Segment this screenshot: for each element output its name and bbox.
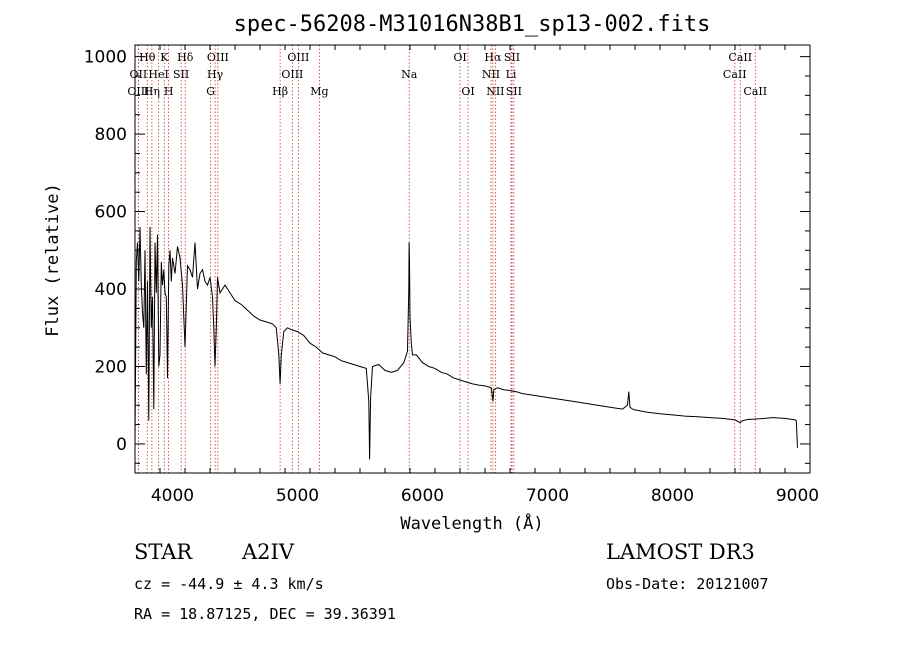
plot-axes: 4000 5000 6000 7000 8000 9000 0 200 400 600 800 100… <box>84 44 819 506</box>
marker-label-24: SII <box>506 85 522 98</box>
marker-label-11: G <box>206 85 215 98</box>
x-axis-label: Wavelength (Å) <box>400 512 543 534</box>
x-tick-label-6000: 6000 <box>401 486 444 506</box>
x-tick-label-4000: 4000 <box>151 486 194 506</box>
marker-label-5: Hη <box>144 85 160 98</box>
marker-label-27: CaII <box>743 85 767 98</box>
marker-label-19: Hα <box>484 51 502 64</box>
x-tick-label-5000: 5000 <box>276 486 319 506</box>
marker-label-6: Hδ <box>177 51 194 64</box>
marker-label-21: NII <box>482 68 500 81</box>
y-tick-label-200: 200 <box>95 357 127 377</box>
y-tick-label-1000: 1000 <box>84 48 127 68</box>
marker-label-7: SII <box>173 68 189 81</box>
marker-label-22: Li <box>506 68 517 81</box>
marker-label-4: HeI <box>148 68 168 81</box>
marker-label-13: OIII <box>281 68 303 81</box>
chart-title: spec-56208-M31016N38B1_sp13-002.fits <box>234 12 711 37</box>
marker-label-20: SII <box>504 51 520 64</box>
y-tick-label-0: 0 <box>116 435 127 455</box>
y-tick-label-600: 600 <box>95 203 127 223</box>
marker-label-0: Hθ <box>139 51 156 64</box>
marker-label-15: Mg <box>310 85 328 98</box>
marker-label-23: NII <box>486 85 504 98</box>
object-type: STAR <box>134 540 193 564</box>
marker-label-18: OI <box>461 85 474 98</box>
coordinates: RA = 18.87125, DEC = 39.36391 <box>134 605 396 623</box>
x-tick-label-9000: 9000 <box>776 486 819 506</box>
y-tick-label-800: 800 <box>95 125 127 145</box>
marker-label-26: CaII <box>723 68 747 81</box>
marker-label-3: K <box>160 51 169 64</box>
plot-frame <box>134 44 811 474</box>
x-tick-label-7000: 7000 <box>526 486 569 506</box>
spectrum-line <box>134 226 798 460</box>
x-tick-label-8000: 8000 <box>651 486 694 506</box>
redshift-velocity: cz = -44.9 ± 4.3 km/s <box>134 575 324 593</box>
y-axis-label: Flux (relative) <box>43 183 63 337</box>
marker-label-9: OIII <box>207 51 229 64</box>
survey-name: LAMOST DR3 <box>606 540 755 564</box>
marker-label-25: CaII <box>728 51 752 64</box>
observation-date: Obs-Date: 20121007 <box>606 575 769 593</box>
object-subclass: A2IV <box>242 540 294 564</box>
marker-label-2: OIII <box>127 85 149 98</box>
marker-label-10: Hγ <box>207 68 224 81</box>
marker-label-16: Na <box>401 68 418 81</box>
marker-label-8: H <box>164 85 174 98</box>
marker-label-17: OI <box>453 51 466 64</box>
y-tick-label-400: 400 <box>95 280 127 300</box>
marker-label-14: Hβ <box>272 85 288 98</box>
marker-label-12: OIII <box>287 51 309 64</box>
